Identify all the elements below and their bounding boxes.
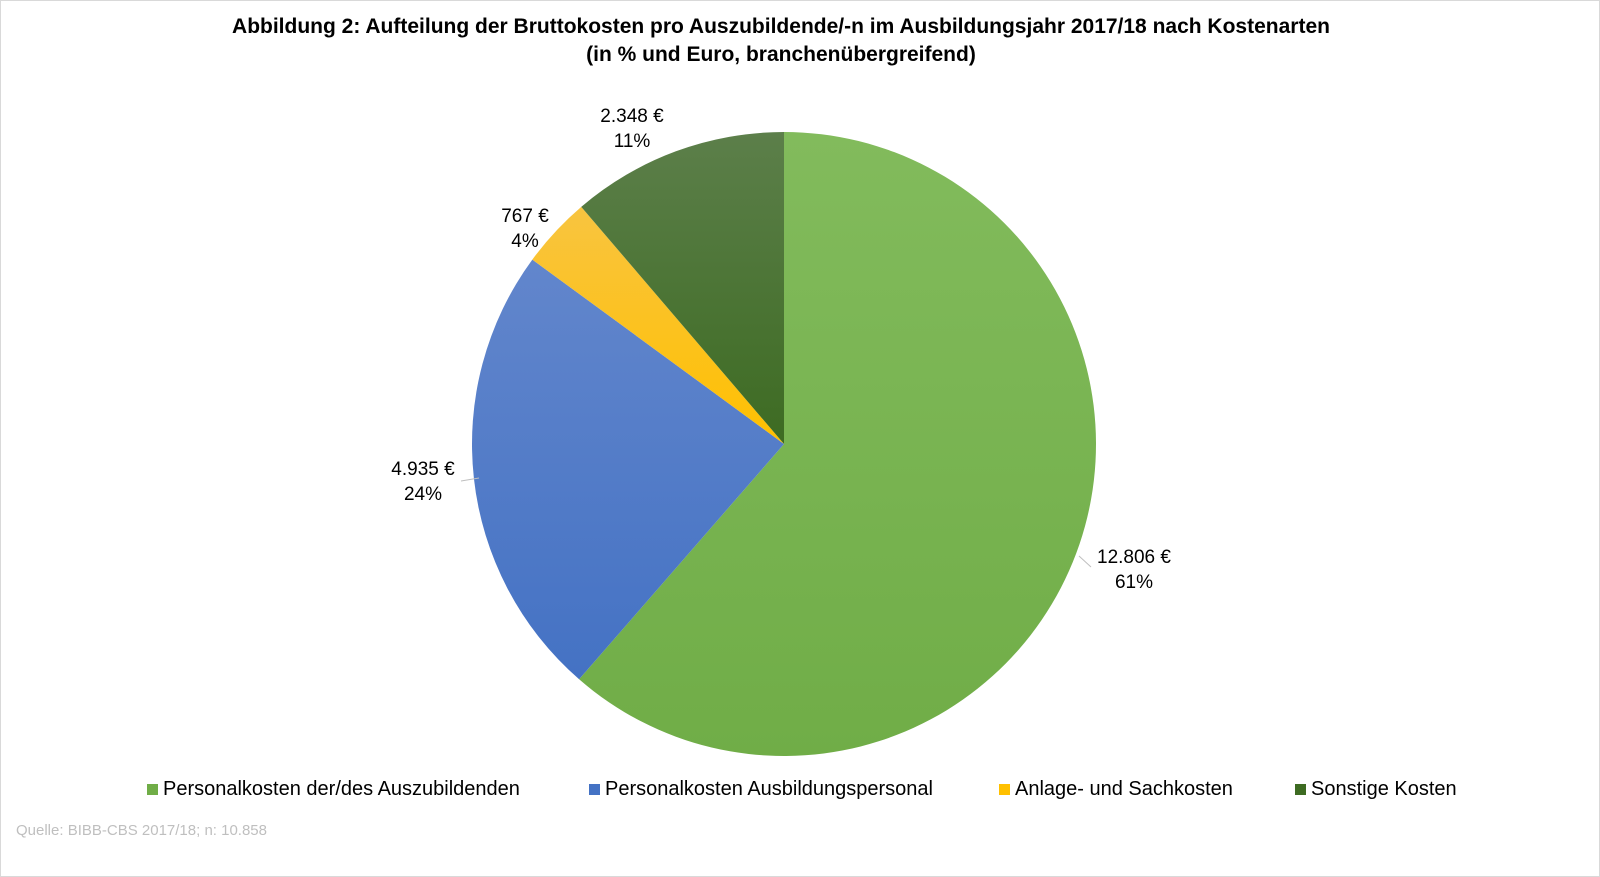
legend-swatch bbox=[999, 784, 1010, 795]
legend: Personalkosten der/des Auszubildenden Pe… bbox=[1, 778, 1599, 802]
legend-label: Personalkosten der/des Auszubildenden bbox=[163, 778, 520, 800]
legend-label: Personalkosten Ausbildungspersonal bbox=[605, 778, 933, 800]
data-label-percent: 11% bbox=[614, 131, 651, 152]
legend-item-2: Anlage- und Sachkosten bbox=[999, 778, 1233, 801]
legend-item-0: Personalkosten der/des Auszubildenden bbox=[147, 778, 520, 801]
data-label-value: 767 € bbox=[501, 206, 549, 227]
legend-label: Sonstige Kosten bbox=[1311, 778, 1457, 800]
pie-slice-0 bbox=[579, 132, 1097, 757]
leader-line bbox=[1078, 555, 1092, 568]
data-label-value: 2.348 € bbox=[600, 106, 664, 127]
legend-swatch bbox=[589, 784, 600, 795]
chart-title: Abbildung 2: Aufteilung der Bruttokosten… bbox=[232, 15, 1330, 38]
data-label-percent: 61% bbox=[1115, 572, 1153, 593]
pie-slice-1 bbox=[472, 259, 784, 680]
data-label-value: 4.935 € bbox=[391, 459, 455, 480]
data-label-percent: 4% bbox=[511, 231, 539, 252]
legend-item-3: Sonstige Kosten bbox=[1295, 778, 1457, 801]
leader-line bbox=[460, 477, 480, 482]
source-note: Quelle: BIBB-CBS 2017/18; n: 10.858 bbox=[16, 822, 267, 839]
legend-swatch bbox=[1295, 784, 1306, 795]
legend-swatch bbox=[147, 784, 158, 795]
chart-subtitle: (in % und Euro, branchenübergreifend) bbox=[586, 43, 976, 66]
pie-slice-2 bbox=[532, 206, 784, 444]
pie-slice-3 bbox=[581, 132, 784, 444]
legend-label: Anlage- und Sachkosten bbox=[1015, 778, 1233, 800]
data-label-percent: 24% bbox=[404, 484, 442, 505]
data-label-value: 12.806 € bbox=[1097, 547, 1171, 568]
legend-item-1: Personalkosten Ausbildungspersonal bbox=[589, 778, 933, 801]
